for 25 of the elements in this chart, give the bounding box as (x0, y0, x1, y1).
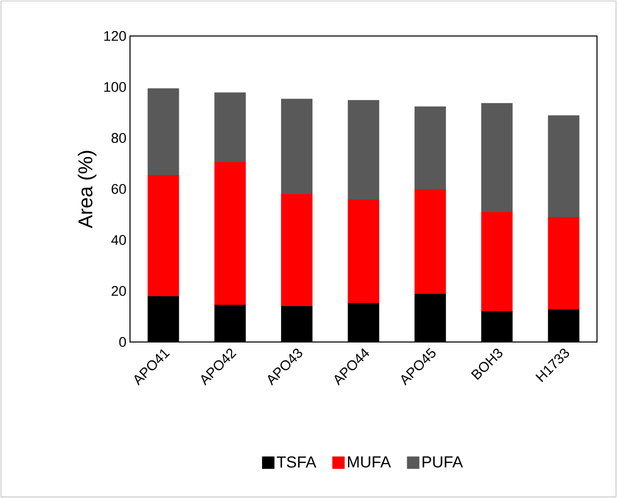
y-axis-title: Area (%) (78, 150, 96, 228)
y-tick-label: 40 (111, 235, 126, 245)
bar (481, 103, 513, 212)
y-tick-label: 80 (112, 133, 126, 143)
bar (281, 194, 312, 306)
bar (414, 189, 446, 294)
y-tick-label: 20 (112, 286, 126, 296)
bar (281, 98, 312, 194)
y-tick-label: 120 (104, 31, 126, 41)
y-tick-label: 100 (104, 82, 126, 92)
bar (481, 212, 513, 312)
bar (548, 217, 580, 310)
legend-label: PUFA (422, 456, 463, 468)
legend-label: MUFA (348, 456, 391, 468)
bar (214, 162, 246, 306)
bar (414, 106, 446, 190)
y-tick-label: 0 (119, 337, 126, 347)
bar (214, 92, 246, 162)
legend-label: TSFA (276, 456, 316, 468)
y-tick-label: 60 (112, 184, 126, 194)
bar (348, 100, 380, 200)
bar (148, 175, 180, 297)
bar (348, 199, 380, 304)
bar (148, 88, 180, 176)
bar (548, 115, 580, 218)
